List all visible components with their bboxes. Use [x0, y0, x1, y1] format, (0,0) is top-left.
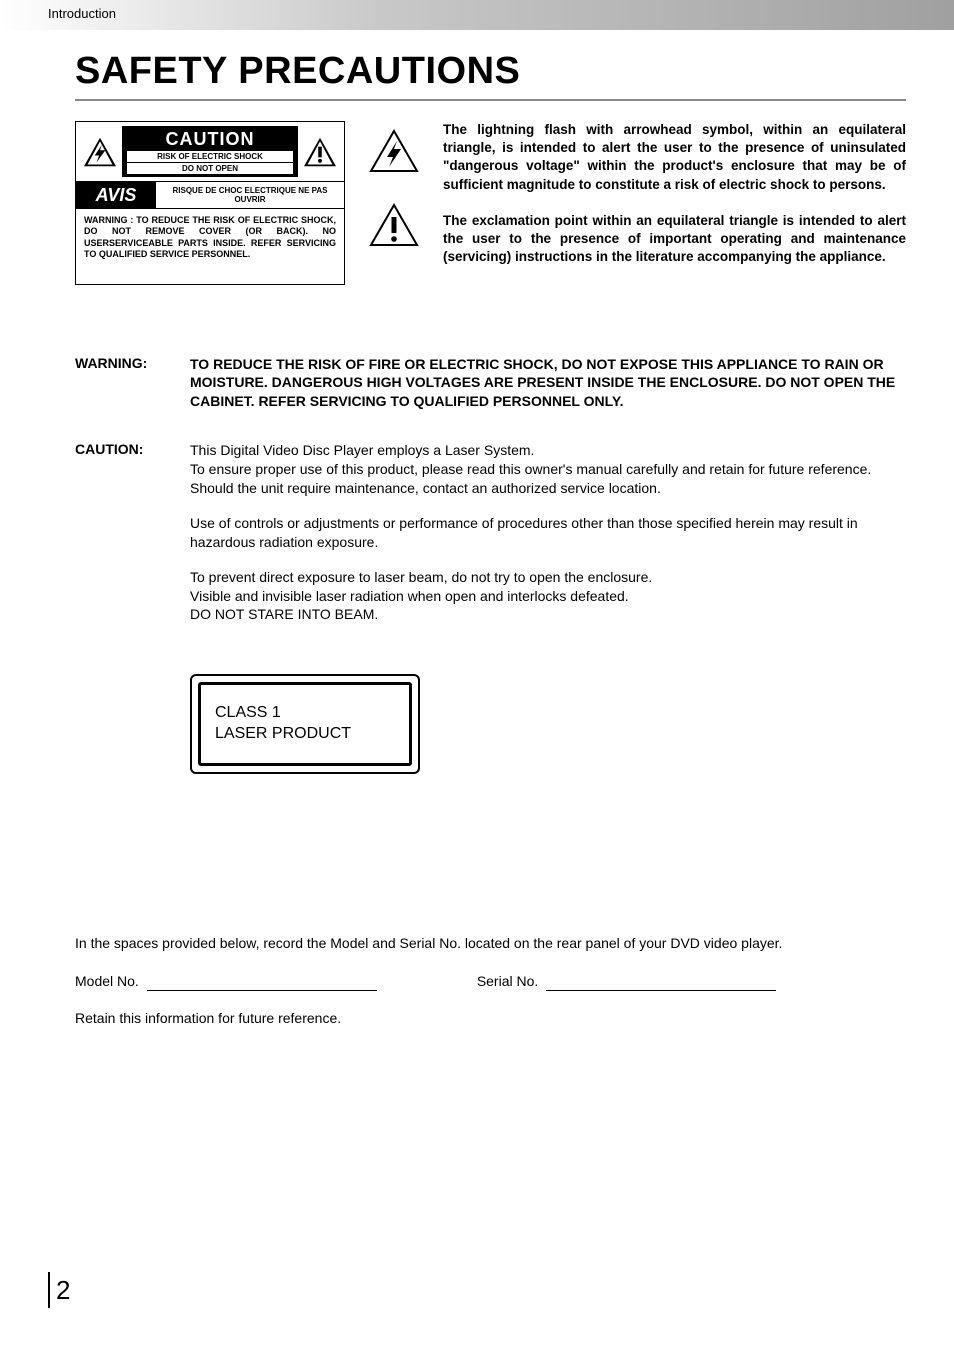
- avis-text: RISQUE DE CHOC ELECTRIQUE NE PAS OUVRIR: [156, 182, 344, 208]
- header-bar: Introduction: [0, 0, 954, 30]
- caution-top-row: CAUTION RISK OF ELECTRIC SHOCK DO NOT OP…: [76, 122, 344, 182]
- warning-section: WARNING: TO REDUCE THE RISK OF FIRE OR E…: [75, 355, 906, 412]
- caution-word: CAUTION: [127, 129, 293, 150]
- caution-section: CAUTION: This Digital Video Disc Player …: [75, 441, 906, 624]
- model-label: Model No.: [75, 972, 139, 992]
- caution-p5: Visible and invisible laser radiation wh…: [190, 587, 906, 606]
- caution-block: CAUTION RISK OF ELECTRIC SHOCK DO NOT OP…: [75, 121, 906, 285]
- lightning-desc: The lightning flash with arrowhead symbo…: [443, 121, 906, 194]
- avis-row: AVIS RISQUE DE CHOC ELECTRIQUE NE PAS OU…: [76, 182, 344, 209]
- caution-label: CAUTION:: [75, 441, 190, 624]
- serial-label: Serial No.: [477, 972, 538, 992]
- model-blank[interactable]: [147, 977, 377, 991]
- title-rule: [75, 99, 906, 101]
- caution-box: CAUTION RISK OF ELECTRIC SHOCK DO NOT OP…: [75, 121, 345, 285]
- model-field: Model No.: [75, 972, 377, 992]
- caution-p2: To ensure proper use of this product, pl…: [190, 460, 906, 498]
- page-number: 2: [48, 1272, 70, 1308]
- warning-label: WARNING:: [75, 355, 190, 412]
- caution-p6: DO NOT STARE INTO BEAM.: [190, 605, 906, 624]
- page-content: SAFETY PRECAUTIONS CAUTION RISK OF ELECT…: [0, 30, 954, 1029]
- avis-word: AVIS: [76, 182, 156, 208]
- record-intro: In the spaces provided below, record the…: [75, 934, 906, 954]
- lightning-triangle-icon: [369, 129, 419, 173]
- section-label: Introduction: [48, 6, 116, 21]
- record-line: Model No. Serial No.: [75, 972, 906, 992]
- risk-line2: DO NOT OPEN: [127, 163, 293, 174]
- caution-body: This Digital Video Disc Player employs a…: [190, 441, 906, 624]
- exclaim-desc: The exclamation point within an equilate…: [443, 212, 906, 267]
- lightning-icon: [82, 136, 118, 168]
- side-icons: [369, 121, 419, 285]
- retain-text: Retain this information for future refer…: [75, 1009, 906, 1029]
- exclaim-triangle-icon: [369, 203, 419, 247]
- symbol-descriptions: The lightning flash with arrowhead symbo…: [443, 121, 906, 285]
- caution-p4: To prevent direct exposure to laser beam…: [190, 568, 906, 587]
- caution-box-warning: WARNING : TO REDUCE THE RISK OF ELECTRIC…: [76, 209, 344, 266]
- laser-box-inner: CLASS 1 LASER PRODUCT: [198, 682, 412, 766]
- risk-line1: RISK OF ELECTRIC SHOCK: [127, 151, 293, 162]
- serial-field: Serial No.: [477, 972, 776, 992]
- caution-label-block: CAUTION RISK OF ELECTRIC SHOCK DO NOT OP…: [122, 126, 298, 177]
- record-block: In the spaces provided below, record the…: [75, 934, 906, 1029]
- caution-p1: This Digital Video Disc Player employs a…: [190, 441, 906, 460]
- laser-line2: LASER PRODUCT: [215, 724, 395, 745]
- laser-line1: CLASS 1: [215, 703, 395, 724]
- serial-blank[interactable]: [546, 977, 776, 991]
- page-title: SAFETY PRECAUTIONS: [75, 50, 906, 93]
- exclaim-icon: [302, 136, 338, 168]
- warning-body: TO REDUCE THE RISK OF FIRE OR ELECTRIC S…: [190, 355, 906, 412]
- caution-p3: Use of controls or adjustments or perfor…: [190, 514, 906, 552]
- laser-box: CLASS 1 LASER PRODUCT: [190, 674, 420, 774]
